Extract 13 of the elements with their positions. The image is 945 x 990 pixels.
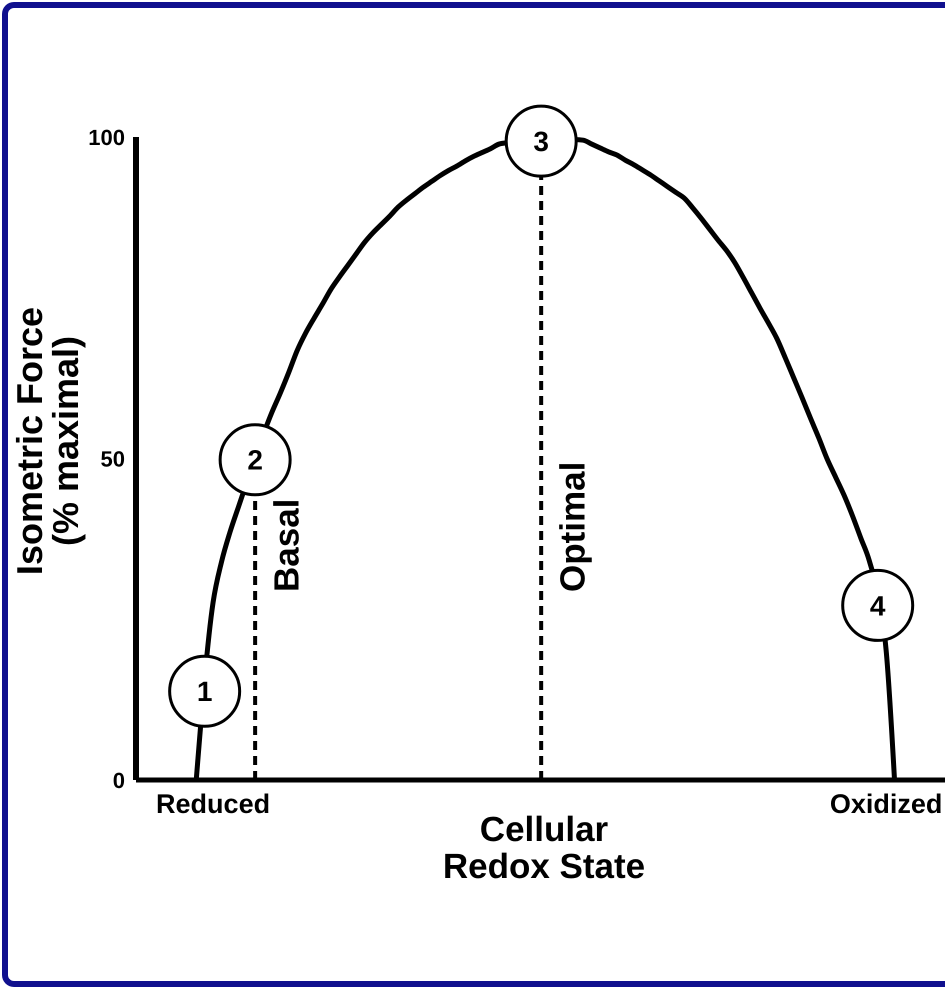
- y-tick-label: 0: [112, 768, 125, 793]
- annotation: 1: [196, 676, 212, 708]
- x-tick-label: Oxidized: [830, 789, 942, 820]
- y-tick-label: 50: [100, 446, 125, 472]
- annotation: 3: [533, 126, 549, 158]
- annotation: 4: [870, 590, 886, 622]
- annotation: Optimal: [554, 462, 593, 592]
- x-tick-label: Reduced: [156, 789, 270, 820]
- y-tick-label: 100: [88, 124, 125, 150]
- x-axis-title: Cellular Redox State: [442, 810, 646, 886]
- y-axis-title: Isometric Force (% maximal): [9, 306, 86, 578]
- annotation: Basal: [268, 498, 307, 592]
- annotation: 2: [247, 444, 263, 476]
